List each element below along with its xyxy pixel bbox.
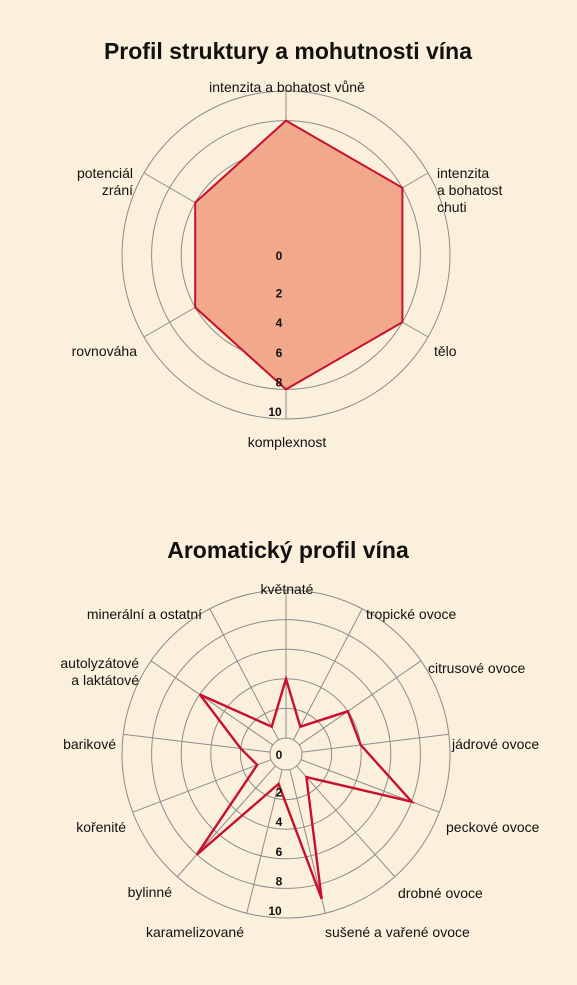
aroma-tick-labels: 0 2 4 6 8 10 <box>268 748 282 918</box>
structure-chart-title: Profil struktury a mohutnosti vína <box>104 38 472 64</box>
aroma-axis-label: barikové <box>63 736 116 752</box>
aroma-tick-label: 4 <box>276 815 283 829</box>
aroma-axis-label: bylinné <box>128 884 173 900</box>
aroma-spoke <box>301 733 449 753</box>
aroma-tick-label: 2 <box>276 786 283 800</box>
structure-axis-label: tělo <box>434 343 457 359</box>
aroma-tick-label: 10 <box>268 904 282 918</box>
aroma-chart-title: Aromatický profil vína <box>167 537 409 563</box>
aroma-spoke <box>298 660 422 746</box>
structure-tick-label: 4 <box>276 316 283 330</box>
aroma-spoke <box>132 759 272 813</box>
structure-data-polygon <box>194 119 404 391</box>
aroma-axis-label: květnaté <box>261 581 314 597</box>
aroma-axis-label: tropické ovoce <box>366 606 456 622</box>
aroma-axis-labels: květnaté tropické ovoce citrusové ovoce jád… <box>60 581 539 940</box>
structure-axis-label: intenzita a bohatost vůně <box>209 79 365 95</box>
aroma-spoke <box>150 660 274 746</box>
aroma-radar-chart: Aromatický profil vína 0 2 4 6 8 10 květnaté t… <box>60 537 539 940</box>
aroma-axis-label: peckové ovoce <box>446 819 540 835</box>
structure-axis-label: intenzita a bohatost chuti <box>437 165 502 215</box>
structure-axis-label: potenciál zrání <box>77 165 133 198</box>
structure-tick-label: 10 <box>268 405 282 419</box>
structure-tick-label: 2 <box>276 287 283 301</box>
aroma-axis-label: autolyzátové a laktátové <box>60 655 139 688</box>
aroma-data-polygon <box>195 674 416 900</box>
aroma-spoke <box>209 608 280 741</box>
structure-radar-chart: Profil struktury a mohutnosti vína 0 2 4 6 8… <box>72 38 503 450</box>
aroma-axis-label: karamelizované <box>146 924 244 940</box>
aroma-spoke <box>246 769 283 914</box>
aroma-axis-label: drobné ovoce <box>398 885 483 901</box>
aroma-axis-label: minerální a ostatní <box>87 606 202 622</box>
aroma-spoke <box>292 608 363 741</box>
aroma-tick-label: 0 <box>276 748 283 762</box>
aroma-spoke <box>296 765 396 878</box>
aroma-spoke <box>300 759 440 813</box>
aroma-spoke <box>176 765 276 878</box>
aroma-axis-label: citrusové ovoce <box>428 660 525 676</box>
aroma-axis-label: sušené a vařené ovoce <box>325 924 470 940</box>
aroma-tick-label: 8 <box>276 874 283 888</box>
aroma-spoke <box>123 733 271 753</box>
structure-tick-label: 0 <box>276 249 283 263</box>
structure-axis-labels: intenzita a bohatost vůně intenzita a boha… <box>72 79 503 450</box>
aroma-tick-label: 6 <box>276 845 283 859</box>
structure-axis-label: rovnováha <box>72 343 138 359</box>
structure-tick-label: 8 <box>276 375 283 389</box>
aroma-axis-label: kořenité <box>76 819 126 835</box>
aroma-grid <box>121 589 451 919</box>
structure-tick-labels: 0 2 4 6 8 10 <box>268 249 282 419</box>
aroma-axis-label: jádrové ovoce <box>451 736 539 752</box>
structure-axis-label: komplexnost <box>248 434 327 450</box>
structure-tick-label: 6 <box>276 346 283 360</box>
